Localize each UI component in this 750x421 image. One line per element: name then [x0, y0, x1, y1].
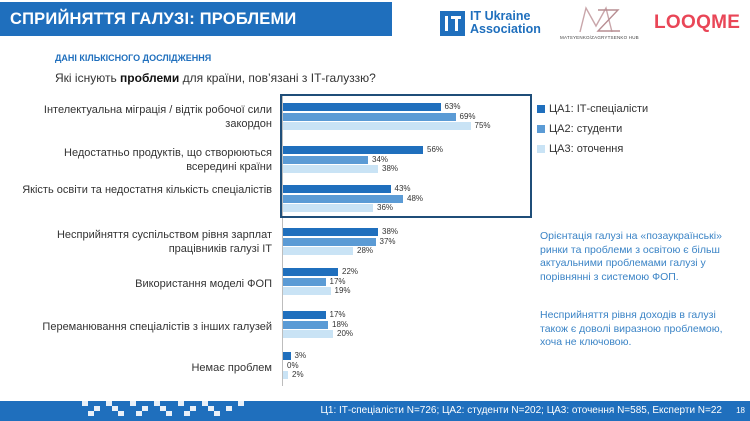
bar-series-1 [283, 311, 326, 319]
bar-series-2 [283, 277, 326, 286]
legend-item: ЦА2: студенти [537, 120, 648, 138]
highlight-frame [280, 94, 532, 218]
bar-value-label: 22% [342, 267, 359, 276]
bar-series-3 [283, 330, 333, 338]
page-number: 18 [736, 406, 745, 415]
category-label: Використання моделі ФОП [135, 278, 272, 290]
it-ukraine-logo-icon [440, 11, 465, 36]
bar-series-2 [283, 194, 403, 203]
title-bar: СПРИЙНЯТТЯ ГАЛУЗІ: ПРОБЛЕМИ [0, 2, 392, 36]
bar-value-label: 34% [372, 154, 389, 164]
bar-value-label: 69% [459, 111, 476, 121]
bar-value-label: 37% [379, 236, 396, 246]
category-label: Несприйняття суспільством рівня зарплат … [56, 229, 272, 255]
legend-label: ЦА3: оточення [549, 143, 624, 155]
bar-value-label: 48% [407, 193, 424, 203]
legend-item: ЦА3: оточення [537, 140, 648, 158]
bar-series-1 [283, 103, 441, 111]
bar-value-label: 28% [357, 246, 374, 255]
legend-swatch [537, 105, 545, 113]
bar-series-3 [283, 204, 373, 212]
looqme-logo: LOOQME [654, 12, 741, 33]
section-subtitle: ДАНІ КІЛЬКІСНОГО ДОСЛІДЖЕННЯ [55, 53, 212, 63]
bar-value-label: 20% [337, 329, 354, 338]
bar-value-label: 17% [329, 310, 346, 319]
bar-value-label: 56% [427, 145, 444, 154]
legend-item: ЦА1: ІТ-спеціалісти [537, 100, 648, 118]
survey-question: Які існують проблеми для країни, пов’яза… [55, 71, 376, 85]
bar-series-2 [283, 155, 368, 164]
slide-title: СПРИЙНЯТТЯ ГАЛУЗІ: ПРОБЛЕМИ [10, 10, 297, 28]
footer-bar: Ц1: ІТ-спеціалісти N=726; ЦА2: студенти … [0, 401, 750, 421]
category-label: Недостатньо продуктів, що створюються вс… [64, 147, 272, 173]
bar-series-3 [283, 371, 288, 379]
footer-pattern [82, 401, 244, 416]
chart-axis-line [282, 94, 283, 386]
bar-value-label: 43% [394, 184, 411, 193]
legend-label: ЦА1: ІТ-спеціалісти [549, 103, 649, 115]
bar-series-1 [283, 185, 391, 193]
bar-value-label: 36% [377, 203, 394, 212]
bar-series-3 [283, 287, 331, 295]
bar-series-1 [283, 146, 423, 154]
legend-swatch [537, 125, 545, 133]
bar-series-2 [283, 320, 328, 329]
bar-series-3 [283, 247, 353, 255]
bar-value-label: 18% [332, 319, 349, 329]
bar-series-3 [283, 122, 471, 130]
bar-value-label: 63% [444, 102, 461, 111]
bar-value-label: 75% [474, 121, 491, 130]
it-ukraine-association-logo: IT Ukraine Association [440, 10, 548, 40]
category-label: Переманювання спеціалістів з інших галуз… [42, 321, 272, 333]
bar-value-label: 38% [382, 164, 399, 173]
bar-value-label: 3% [294, 351, 307, 360]
bar-series-2 [283, 237, 376, 246]
bar-series-1 [283, 352, 291, 360]
bar-value-label: 0% [287, 360, 299, 370]
footer-sample-note: Ц1: ІТ-спеціалісти N=726; ЦА2: студенти … [320, 405, 723, 416]
category-label: Немає проблем [191, 362, 272, 374]
bar-series-3 [283, 165, 378, 173]
side-note-2: Несприйняття рівня доходів в галузі тако… [540, 309, 723, 348]
mz-hub-logo: MATSYENKO/ZAGRYTSENKO HUB [560, 4, 639, 44]
legend-swatch [537, 145, 545, 153]
bar-series-1 [283, 228, 378, 236]
category-label: Інтелектуальна міграція / відтік робочої… [43, 104, 272, 130]
side-note-1: Орієнтація галузі на «позаукраїнські» ри… [540, 230, 722, 283]
bar-value-label: 17% [329, 276, 346, 286]
mz-monogram-icon [579, 6, 620, 33]
question-text-start: Які існують [55, 71, 121, 85]
mz-hub-logo-subtitle: MATSYENKO/ZAGRYTSENKO HUB [560, 35, 639, 40]
category-label: Якість освіти та недостатня кількість сп… [22, 184, 272, 196]
legend-label: ЦА2: студенти [549, 123, 623, 135]
bar-value-label: 38% [382, 227, 399, 236]
bar-series-2 [283, 112, 456, 121]
question-text-end: для країни, пов’язані з ІТ-галуззю? [179, 71, 376, 85]
it-ukraine-logo-text: IT Ukraine Association [470, 9, 541, 36]
question-text-bold: проблеми [120, 71, 180, 85]
bar-series-1 [283, 268, 338, 276]
bar-value-label: 2% [292, 370, 304, 379]
bar-value-label: 19% [334, 286, 351, 295]
chart-legend: ЦА1: ІТ-спеціалісти ЦА2: студенти ЦА3: ото… [537, 100, 648, 160]
